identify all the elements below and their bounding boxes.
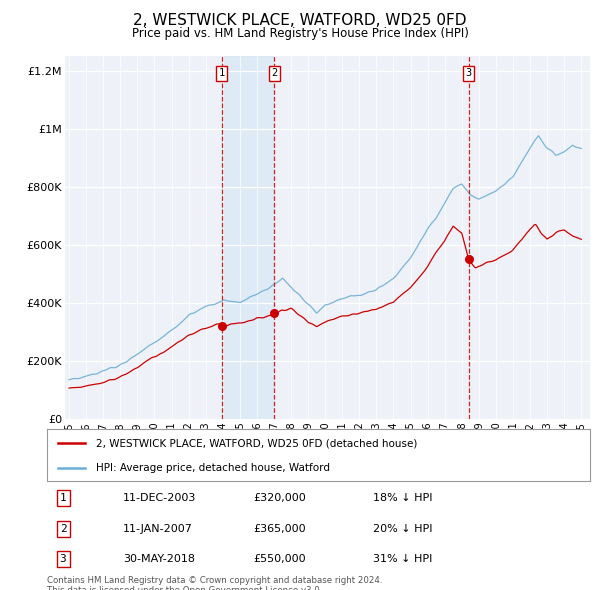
Text: £550,000: £550,000 <box>253 554 306 564</box>
Text: 11-DEC-2003: 11-DEC-2003 <box>123 493 196 503</box>
Text: 2, WESTWICK PLACE, WATFORD, WD25 0FD: 2, WESTWICK PLACE, WATFORD, WD25 0FD <box>133 13 467 28</box>
Text: Contains HM Land Registry data © Crown copyright and database right 2024.
This d: Contains HM Land Registry data © Crown c… <box>47 576 382 590</box>
Text: £365,000: £365,000 <box>253 524 306 533</box>
Text: 30-MAY-2018: 30-MAY-2018 <box>123 554 195 564</box>
Text: Price paid vs. HM Land Registry's House Price Index (HPI): Price paid vs. HM Land Registry's House … <box>131 27 469 40</box>
Text: 1: 1 <box>60 493 67 503</box>
Text: 20% ↓ HPI: 20% ↓ HPI <box>373 524 432 533</box>
Text: 31% ↓ HPI: 31% ↓ HPI <box>373 554 432 564</box>
Text: 3: 3 <box>466 68 472 78</box>
Text: 1: 1 <box>218 68 225 78</box>
Text: £320,000: £320,000 <box>253 493 306 503</box>
Text: 18% ↓ HPI: 18% ↓ HPI <box>373 493 432 503</box>
Text: 2: 2 <box>271 68 278 78</box>
Text: HPI: Average price, detached house, Watford: HPI: Average price, detached house, Watf… <box>95 463 329 473</box>
Bar <box>222 56 274 419</box>
Text: 2, WESTWICK PLACE, WATFORD, WD25 0FD (detached house): 2, WESTWICK PLACE, WATFORD, WD25 0FD (de… <box>95 438 417 448</box>
Text: 11-JAN-2007: 11-JAN-2007 <box>123 524 193 533</box>
Text: 2: 2 <box>60 524 67 533</box>
Text: 3: 3 <box>60 554 67 564</box>
